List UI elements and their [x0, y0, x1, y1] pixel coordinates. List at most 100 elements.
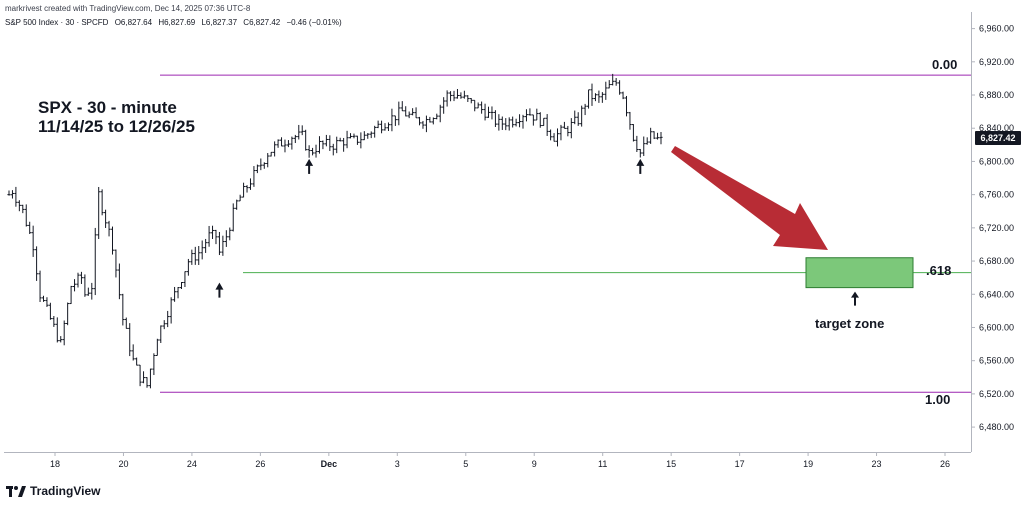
ohlc-bar: [138, 364, 142, 387]
ohlc-bar: [573, 110, 577, 125]
ohlc-bar: [383, 123, 387, 131]
ohlc-bar: [217, 231, 222, 256]
ohlc-bar: [480, 101, 484, 114]
chart-credit: markrivest created with TradingView.com,…: [5, 4, 251, 13]
ohlc-bar: [531, 114, 535, 126]
ohlc-bar: [286, 140, 291, 148]
y-tick-label: 6,720.00: [979, 223, 1014, 233]
time-axis[interactable]: [4, 452, 971, 475]
ohlc-bar: [517, 114, 522, 128]
ohlc-legend: S&P 500 Index · 30 · SPCFD O6,827.64 H6,…: [5, 18, 346, 27]
ohlc-bar: [28, 221, 32, 234]
ohlc-bar: [228, 227, 232, 241]
x-tick-label: 19: [803, 459, 813, 469]
ohlc-bar: [279, 137, 284, 147]
ohlc-bar: [659, 131, 663, 145]
ohlc-bar: [107, 220, 111, 237]
ohlc-bar: [31, 225, 35, 257]
target-zone-box[interactable]: [805, 257, 914, 289]
ohlc-bar: [507, 117, 511, 131]
ohlc-bar: [241, 182, 246, 198]
ohlc-bar: [631, 124, 636, 142]
up-arrow-icon: [636, 158, 645, 174]
chart-title-line-1: SPX - 30 - minute: [38, 98, 177, 117]
ohlc-bar: [90, 282, 94, 300]
ohlc-bar: [549, 129, 553, 141]
low-value: L6,827.37: [201, 18, 238, 27]
ohlc-bar: [245, 185, 249, 193]
ohlc-bar: [607, 80, 611, 89]
ohlc-bar: [48, 302, 52, 320]
x-tick-label: 17: [735, 459, 745, 469]
y-tick-label: 6,640.00: [979, 289, 1014, 299]
up-arrow-icon: [305, 158, 314, 174]
tradingview-logo-icon: [6, 485, 26, 497]
x-tick-label: 5: [463, 459, 468, 469]
ohlc-bar: [545, 114, 549, 136]
ohlc-bar: [655, 132, 660, 140]
ohlc-bar: [162, 320, 166, 330]
ohlc-bar: [466, 95, 470, 102]
ohlc-bar: [252, 166, 256, 187]
ohlc-bar: [566, 125, 570, 137]
ohlc-bar: [645, 137, 649, 145]
ohlc-bar: [597, 90, 601, 103]
x-tick-label: 18: [50, 459, 60, 469]
ohlc-bar: [269, 151, 273, 157]
ohlc-bar: [62, 320, 66, 346]
ohlc-bar: [328, 135, 332, 151]
ohlc-bar: [148, 368, 153, 389]
y-tick-label: 6,960.00: [979, 24, 1014, 34]
ohlc-bar: [580, 105, 584, 127]
y-tick-label: 6,680.00: [979, 256, 1014, 266]
ohlc-bar: [455, 89, 460, 99]
ohlc-bar: [462, 90, 466, 99]
ohlc-bar: [618, 80, 622, 95]
ohlc-bar: [273, 141, 277, 157]
ohlc-bar: [200, 240, 204, 260]
ohlc-bar: [221, 235, 225, 256]
ohlc-bar: [576, 112, 580, 126]
x-tick-label: 20: [118, 459, 128, 469]
x-tick-label: 23: [872, 459, 882, 469]
ohlc-bar: [452, 90, 456, 102]
ohlc-bar: [331, 143, 335, 156]
ohlc-bar: [424, 115, 429, 133]
ohlc-bar: [404, 106, 408, 117]
ohlc-bar: [34, 246, 39, 281]
ohlc-bar: [276, 139, 280, 148]
ohlc-bar: [152, 353, 156, 376]
ohlc-bar: [376, 120, 380, 129]
fib-label-1: 1.00: [925, 392, 951, 407]
ohlc-bar: [145, 377, 149, 388]
ohlc-bar: [542, 117, 546, 127]
x-tick-label: Dec: [321, 459, 338, 469]
ohlc-bar: [590, 83, 594, 106]
ohlc-bar: [514, 118, 518, 127]
ohlc-bar: [121, 293, 125, 326]
ohlc-bar: [649, 127, 653, 144]
ohlc-bar: [38, 270, 42, 302]
ohlc-bar: [304, 129, 308, 151]
up-arrow-icon: [215, 282, 224, 298]
price-axis[interactable]: [971, 12, 1023, 452]
ohlc-bar: [79, 271, 84, 284]
ohlc-bar: [369, 131, 373, 139]
ohlc-bar: [342, 137, 346, 152]
ohlc-bar: [490, 106, 494, 120]
ohlc-bar: [379, 120, 384, 134]
ohlc-bar: [155, 338, 159, 357]
symbol-label[interactable]: S&P 500 Index · 30 · SPCFD: [5, 18, 109, 27]
ohlc-bar: [407, 111, 411, 119]
ohlc-bar: [159, 325, 163, 344]
ohlc-bar: [172, 286, 177, 302]
ohlc-bar: [314, 144, 318, 158]
ohlc-bar: [335, 136, 339, 154]
ohlc-bar: [414, 107, 418, 119]
tradingview-logo[interactable]: TradingView: [6, 484, 100, 498]
y-tick-label: 6,800.00: [979, 156, 1014, 166]
ohlc-bar: [290, 136, 294, 150]
ohlc-bar: [297, 124, 301, 140]
x-tick-label: 11: [598, 459, 607, 469]
ohlc-bar: [562, 121, 567, 129]
